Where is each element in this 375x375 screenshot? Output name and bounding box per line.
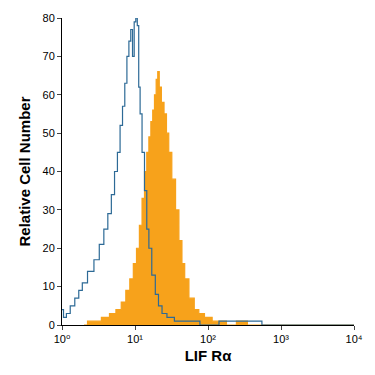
svg-text:10⁴: 10⁴: [346, 333, 363, 345]
svg-text:10²: 10²: [200, 333, 216, 345]
svg-text:60: 60: [43, 89, 55, 101]
svg-text:0: 0: [49, 319, 55, 331]
svg-text:30: 30: [43, 204, 55, 216]
svg-text:10⁰: 10⁰: [54, 333, 71, 345]
svg-text:LIF Rα: LIF Rα: [185, 347, 232, 364]
svg-text:80: 80: [43, 12, 55, 24]
svg-text:70: 70: [43, 50, 55, 62]
svg-text:Relative Cell Number: Relative Cell Number: [16, 96, 33, 246]
svg-text:40: 40: [43, 165, 55, 177]
svg-text:10¹: 10¹: [127, 333, 143, 345]
svg-text:10³: 10³: [273, 333, 289, 345]
svg-text:50: 50: [43, 127, 55, 139]
svg-text:20: 20: [43, 242, 55, 254]
svg-text:10: 10: [43, 280, 55, 292]
